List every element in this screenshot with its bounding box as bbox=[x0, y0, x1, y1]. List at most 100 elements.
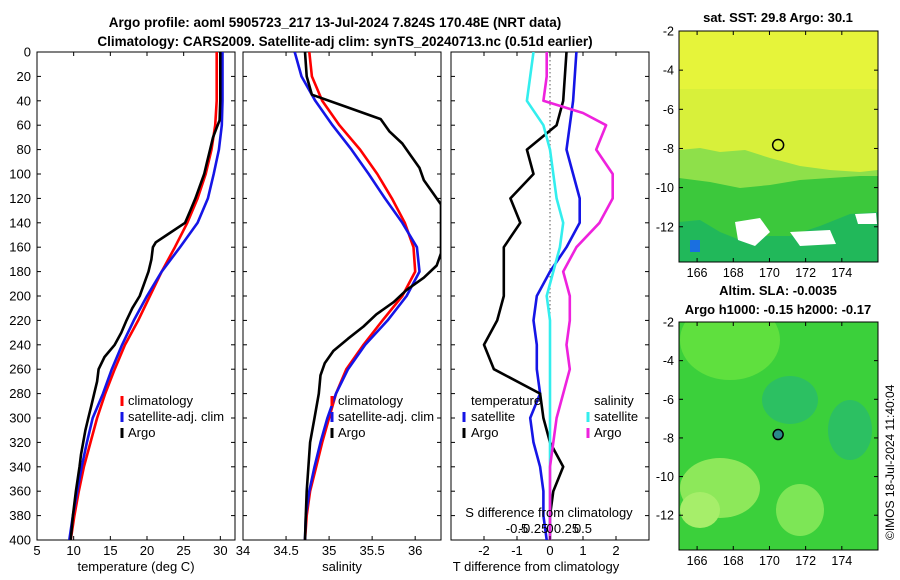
depth-tick-label: 360 bbox=[9, 484, 31, 499]
title-line-2: Climatology: CARS2009. Satellite-adj cli… bbox=[97, 34, 592, 49]
depth-tick-label: 40 bbox=[17, 93, 31, 108]
depth-tick-label: 220 bbox=[9, 313, 31, 328]
map-y-tick-label: -2 bbox=[663, 316, 674, 330]
sst-map-float-marker bbox=[771, 138, 785, 152]
depth-tick-label: 180 bbox=[9, 264, 31, 279]
map-y-tick-label: -4 bbox=[663, 354, 674, 368]
depth-tick-label: 160 bbox=[9, 240, 31, 255]
depth-tick-label: 240 bbox=[9, 337, 31, 352]
legend-label-temp-satellite: satellite bbox=[471, 409, 515, 424]
series-line-climatology bbox=[303, 52, 417, 540]
depth-tick-label: 300 bbox=[9, 411, 31, 426]
sst-map-missing-data bbox=[790, 230, 836, 246]
depth-tick-label: 200 bbox=[9, 289, 31, 304]
difference-x-axis: -2 -1 0 1 2-0.5-0.250 0.250.5 bbox=[478, 52, 620, 558]
map-y-tick-label: -6 bbox=[663, 393, 674, 407]
x-tick-label: 30 bbox=[213, 543, 227, 558]
series-line-satellite-adj-clim bbox=[68, 52, 224, 540]
x-tick-label: 34.5 bbox=[273, 543, 298, 558]
x-tick-label: 36 bbox=[408, 543, 422, 558]
depth-tick-label: 260 bbox=[9, 362, 31, 377]
map-y-tick-label: -12 bbox=[656, 220, 674, 234]
map-x-tick-label: 166 bbox=[687, 554, 708, 568]
series-line-salinity-argo bbox=[542, 52, 615, 540]
x-tick-label: -2 bbox=[478, 543, 490, 558]
top-x-tick-label: 0 bbox=[546, 521, 553, 536]
difference-legend: temperature satellite Argo salinity sate… bbox=[462, 393, 638, 440]
map-x-tick-label: 170 bbox=[759, 266, 780, 280]
depth-tick-label: 140 bbox=[9, 215, 31, 230]
top-x-tick-label: -0.25 bbox=[519, 521, 549, 536]
legend-label-climatology: climatology bbox=[128, 393, 194, 408]
legend-label-temp-argo: Argo bbox=[471, 425, 498, 440]
depth-tick-label: 0 bbox=[24, 45, 31, 60]
map-y-tick-label: -8 bbox=[663, 142, 674, 156]
x-tick-label: 34 bbox=[236, 543, 250, 558]
temperature-xlabel: temperature (deg C) bbox=[77, 559, 194, 574]
depth-tick-label: 320 bbox=[9, 435, 31, 450]
x-tick-label: 5 bbox=[33, 543, 40, 558]
sla-map-high-region bbox=[776, 484, 824, 536]
salinity-x-axis: 34 34.5 35 35.5 36 bbox=[236, 52, 422, 558]
sla-map-low-region bbox=[762, 376, 818, 424]
legend-label-satellite: satellite-adj. clim bbox=[128, 409, 224, 424]
depth-axis: 0 20 40 60 80 100 120 140 160 180 200 220 240 260 280 3… bbox=[9, 45, 649, 548]
legend-label-argo: Argo bbox=[128, 425, 155, 440]
sla-map-subtitle: Argo h1000: -0.15 h2000: -0.17 bbox=[685, 302, 871, 317]
legend-heading-temperature: temperature bbox=[471, 393, 541, 408]
sst-map-title: sat. SST: 29.8 Argo: 30.1 bbox=[703, 10, 853, 25]
difference-plot bbox=[482, 52, 615, 540]
sla-map-field bbox=[679, 322, 878, 550]
legend-heading-salinity: salinity bbox=[594, 393, 634, 408]
salinity-plot bbox=[293, 52, 441, 540]
depth-tick-label: 280 bbox=[9, 386, 31, 401]
map-y-tick-label: -10 bbox=[656, 470, 674, 484]
sla-map-axes: 166 168 170 172 174 -2 -4 -6 -8 -10 -12 bbox=[656, 316, 878, 568]
series-line-climatology bbox=[69, 52, 218, 540]
legend-label-sal-argo: Argo bbox=[594, 425, 621, 440]
x-tick-label: 1 bbox=[579, 543, 586, 558]
series-line-temperature-argo bbox=[482, 52, 568, 540]
map-x-tick-label: 166 bbox=[687, 266, 708, 280]
temperature-axes bbox=[36, 51, 236, 541]
sla-map-low-region bbox=[828, 400, 872, 460]
map-x-tick-label: 172 bbox=[795, 266, 816, 280]
top-x-tick-label: 0.25 bbox=[554, 521, 579, 536]
series-line-argo bbox=[303, 52, 441, 540]
depth-tick-label: 20 bbox=[17, 69, 31, 84]
sst-map-cool-patch bbox=[690, 240, 700, 252]
sla-map-high-region bbox=[680, 492, 720, 528]
series-line-satellite-adj-clim bbox=[293, 52, 421, 540]
depth-tick-label: 100 bbox=[9, 167, 31, 182]
sst-map-frame bbox=[678, 30, 879, 263]
series-line-argo bbox=[69, 52, 222, 540]
top-x-tick-label: -0.5 bbox=[506, 521, 528, 536]
sst-map-axes: 166 168 170 172 174 -2 -4 -6 -8 -10 -12 bbox=[656, 25, 878, 280]
map-x-tick-label: 170 bbox=[759, 554, 780, 568]
temperature-plot bbox=[68, 52, 224, 540]
sla-map-frame bbox=[678, 321, 879, 551]
depth-tick-label: 400 bbox=[9, 533, 31, 548]
sst-map-missing-data bbox=[735, 218, 770, 246]
salinity-xlabel: salinity bbox=[322, 559, 362, 574]
depth-tick-label: 340 bbox=[9, 459, 31, 474]
map-x-tick-label: 168 bbox=[723, 266, 744, 280]
x-tick-label: 2 bbox=[612, 543, 619, 558]
x-tick-label: 35 bbox=[322, 543, 336, 558]
series-line-temperature-satellite bbox=[528, 52, 582, 540]
map-y-tick-label: -12 bbox=[656, 509, 674, 523]
temperature-legend: climatology satellite-adj. clim Argo bbox=[120, 393, 224, 440]
map-x-tick-label: 174 bbox=[831, 554, 852, 568]
difference-xlabel: T difference from climatology bbox=[453, 559, 620, 574]
map-x-tick-label: 172 bbox=[795, 554, 816, 568]
sla-map-high-region bbox=[680, 322, 780, 380]
map-x-tick-label: 168 bbox=[723, 554, 744, 568]
x-tick-label: 35.5 bbox=[359, 543, 384, 558]
x-tick-label: 20 bbox=[140, 543, 154, 558]
map-y-tick-label: -10 bbox=[656, 181, 674, 195]
title-line-1: Argo profile: aoml 5905723_217 13-Jul-20… bbox=[109, 15, 561, 30]
map-y-tick-label: -2 bbox=[663, 25, 674, 39]
x-tick-label: 15 bbox=[103, 543, 117, 558]
legend-label-argo: Argo bbox=[338, 425, 365, 440]
